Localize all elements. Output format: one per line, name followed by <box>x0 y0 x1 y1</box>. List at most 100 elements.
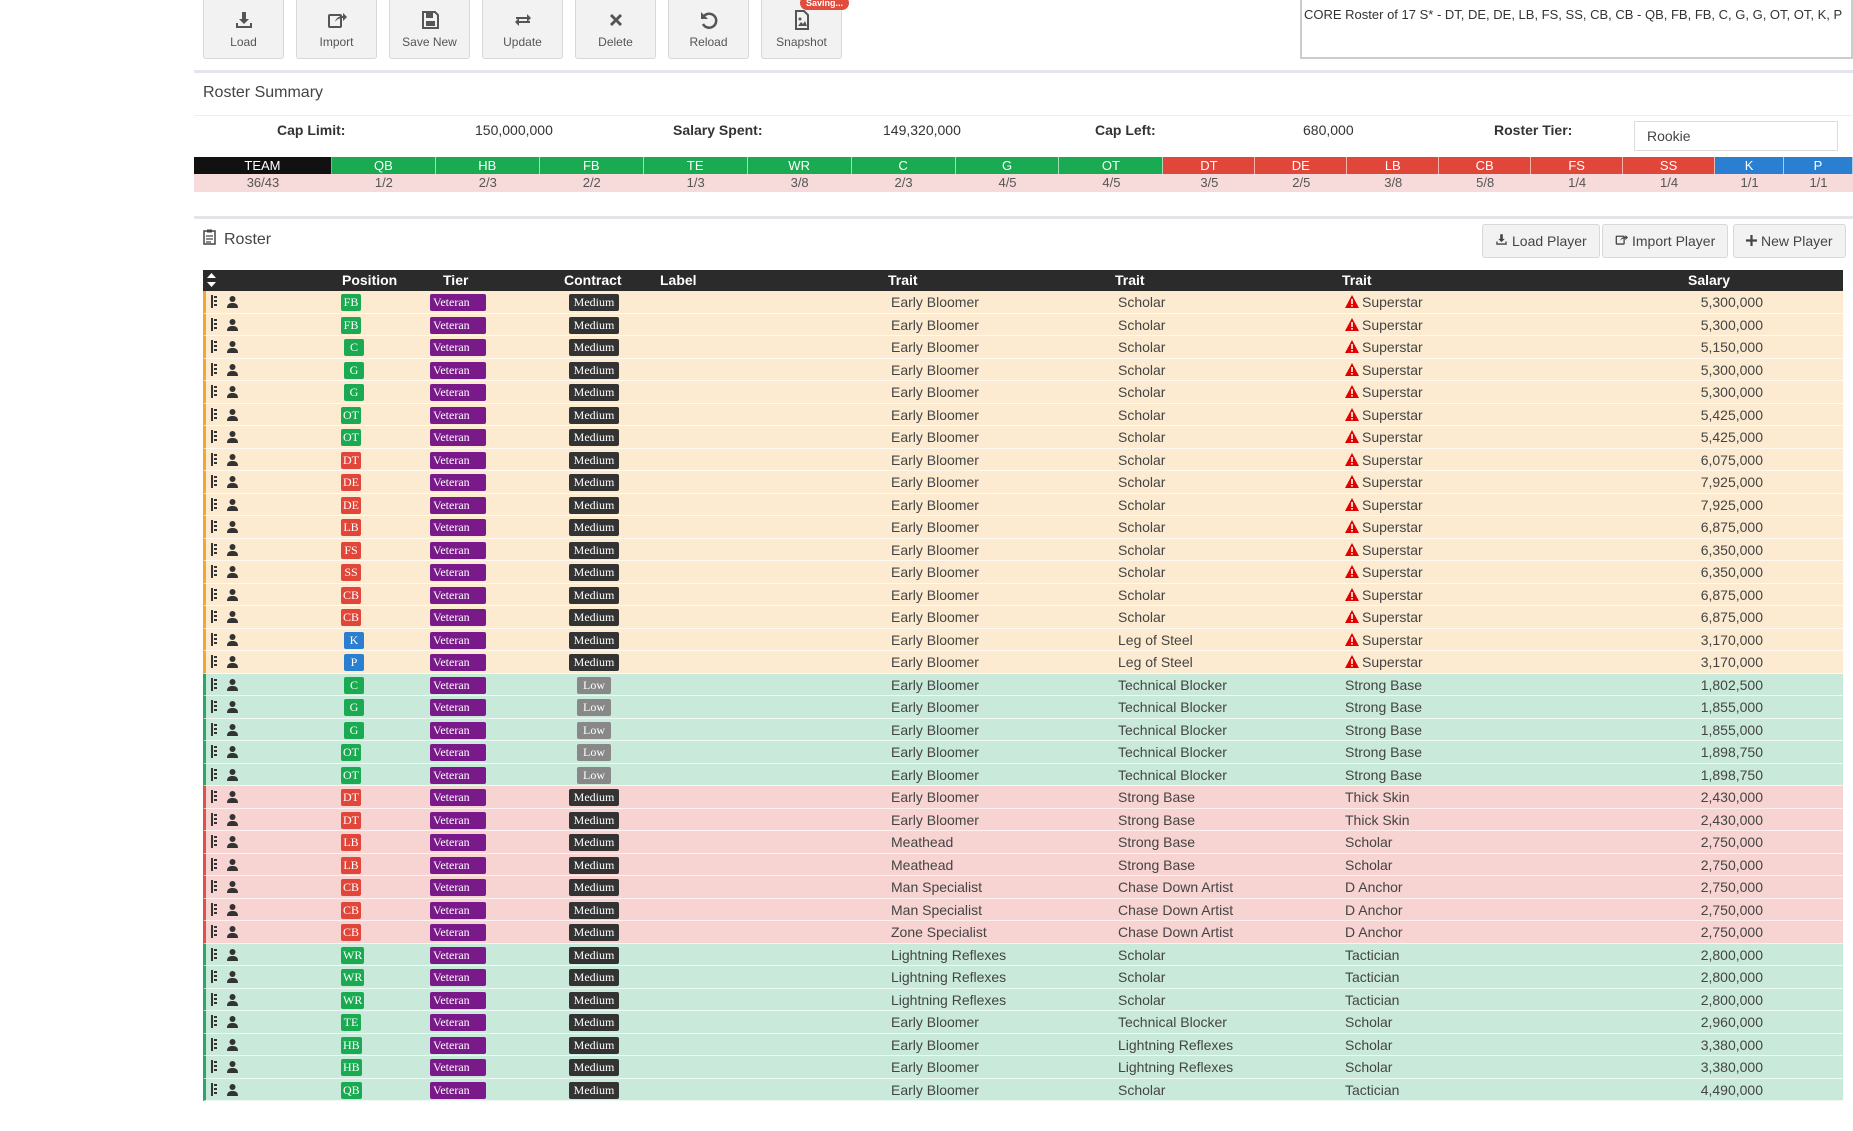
table-row[interactable]: LB Veteran Medium Early Bloomer Scholar Super… <box>203 516 1843 539</box>
person-icon[interactable] <box>227 318 238 331</box>
drag-handle-icon[interactable] <box>211 610 217 623</box>
col-tier[interactable]: Tier <box>443 272 469 288</box>
person-icon[interactable] <box>227 543 238 556</box>
table-row[interactable]: FB Veteran Medium Early Bloomer Scholar Super… <box>203 313 1843 336</box>
drag-handle-icon[interactable] <box>211 317 217 331</box>
drag-handle-icon[interactable] <box>211 700 217 713</box>
drag-handle-icon[interactable] <box>211 1037 217 1051</box>
person-icon[interactable] <box>227 588 238 601</box>
person-icon[interactable] <box>227 903 238 916</box>
table-row[interactable]: G Veteran Low Early Bloomer Technical Blocke… <box>203 696 1843 719</box>
person-icon[interactable] <box>227 723 238 736</box>
person-icon[interactable] <box>227 1083 238 1096</box>
table-row[interactable]: TE Veteran Medium Early Bloomer Technical Bl… <box>203 1011 1843 1034</box>
person-icon[interactable] <box>227 341 238 353</box>
load-player-button[interactable]: Load Player <box>1482 224 1600 258</box>
drag-handle-icon[interactable] <box>211 430 217 443</box>
drag-handle-icon[interactable] <box>211 497 217 511</box>
table-row[interactable]: G Veteran Medium Early Bloomer Scholar Supers… <box>203 358 1843 381</box>
snapshot-button[interactable]: Saving... Snapshot <box>761 0 849 59</box>
drag-handle-icon[interactable] <box>211 722 217 736</box>
person-icon[interactable] <box>227 813 238 826</box>
drag-handle-icon[interactable] <box>211 295 217 308</box>
reload-button[interactable]: Reload <box>668 0 749 59</box>
sort-icon[interactable] <box>207 273 216 290</box>
table-row[interactable]: C Veteran Low Early Bloomer Technical Blocke… <box>203 673 1843 696</box>
import-button[interactable]: Import <box>296 0 377 59</box>
table-row[interactable]: OT Veteran Low Early Bloomer Technical Block… <box>203 741 1843 764</box>
table-row[interactable]: CB Veteran Medium Early Bloomer Scholar Super… <box>203 583 1843 606</box>
table-row[interactable]: CB Veteran Medium Zone Specialist Chase Down… <box>203 921 1843 944</box>
roster-tier-select[interactable]: Rookie <box>1634 121 1838 151</box>
person-icon[interactable] <box>227 836 238 848</box>
drag-handle-icon[interactable] <box>211 542 217 556</box>
roster-description-textarea[interactable]: CORE Roster of 17 S* - DT, DE, DE, LB, F… <box>1300 0 1853 59</box>
drag-handle-icon[interactable] <box>211 970 217 983</box>
person-icon[interactable] <box>227 746 238 758</box>
new-player-button[interactable]: New Player <box>1733 224 1846 258</box>
drag-handle-icon[interactable] <box>211 880 217 893</box>
drag-handle-icon[interactable] <box>211 812 217 826</box>
table-row[interactable]: DT Veteran Medium Early Bloomer Strong Base T… <box>203 808 1843 831</box>
drag-handle-icon[interactable] <box>211 857 217 871</box>
drag-handle-icon[interactable] <box>211 1082 217 1096</box>
person-icon[interactable] <box>227 881 238 893</box>
drag-handle-icon[interactable] <box>211 385 217 398</box>
drag-handle-icon[interactable] <box>211 902 217 916</box>
person-icon[interactable] <box>227 431 238 443</box>
person-icon[interactable] <box>227 678 238 691</box>
table-row[interactable]: WR Veteran Medium Lightning Reflexes Scholar… <box>203 966 1843 989</box>
drag-handle-icon[interactable] <box>211 587 217 601</box>
table-row[interactable]: LB Veteran Medium Meathead Strong Base Schola… <box>203 853 1843 876</box>
drag-handle-icon[interactable] <box>211 835 217 848</box>
table-row[interactable]: FS Veteran Medium Early Bloomer Scholar Super… <box>203 538 1843 561</box>
drag-handle-icon[interactable] <box>211 632 217 646</box>
delete-button[interactable]: Delete <box>575 0 656 59</box>
col-trait-2[interactable]: Trait <box>1115 272 1145 288</box>
drag-handle-icon[interactable] <box>211 565 217 578</box>
drag-handle-icon[interactable] <box>211 475 217 488</box>
drag-handle-icon[interactable] <box>211 992 217 1006</box>
col-label[interactable]: Label <box>660 272 697 288</box>
person-icon[interactable] <box>227 858 238 871</box>
person-icon[interactable] <box>227 701 238 713</box>
table-row[interactable]: DT Veteran Medium Early Bloomer Scholar Super… <box>203 448 1843 471</box>
table-row[interactable]: WR Veteran Medium Lightning Reflexes Scholar… <box>203 943 1843 966</box>
drag-handle-icon[interactable] <box>211 520 217 533</box>
table-row[interactable]: K Veteran Medium Early Bloomer Leg of Steel S… <box>203 628 1843 651</box>
table-row[interactable]: HB Veteran Medium Early Bloomer Lightning Re… <box>203 1033 1843 1056</box>
person-icon[interactable] <box>227 948 238 961</box>
person-icon[interactable] <box>227 633 238 646</box>
person-icon[interactable] <box>227 611 238 623</box>
table-row[interactable]: DT Veteran Medium Early Bloomer Strong Base T… <box>203 786 1843 809</box>
table-row[interactable]: CB Veteran Medium Early Bloomer Scholar Super… <box>203 606 1843 629</box>
drag-handle-icon[interactable] <box>211 655 217 668</box>
table-row[interactable]: HB Veteran Medium Early Bloomer Lightning Re… <box>203 1056 1843 1079</box>
load-button[interactable]: Load <box>203 0 284 59</box>
save-new-button[interactable]: Save New <box>389 0 470 59</box>
table-row[interactable]: DE Veteran Medium Early Bloomer Scholar Super… <box>203 471 1843 494</box>
table-row[interactable]: CB Veteran Medium Man Specialist Chase Down … <box>203 898 1843 921</box>
person-icon[interactable] <box>227 1016 238 1028</box>
table-row[interactable]: OT Veteran Medium Early Bloomer Scholar Super… <box>203 403 1843 426</box>
table-row[interactable]: P Veteran Medium Early Bloomer Leg of Steel S… <box>203 651 1843 674</box>
drag-handle-icon[interactable] <box>211 745 217 758</box>
person-icon[interactable] <box>227 1038 238 1051</box>
person-icon[interactable] <box>227 1061 238 1073</box>
person-icon[interactable] <box>227 296 238 308</box>
col-contract[interactable]: Contract <box>564 272 622 288</box>
person-icon[interactable] <box>227 476 238 488</box>
table-row[interactable]: OT Veteran Medium Early Bloomer Scholar Super… <box>203 426 1843 449</box>
table-row[interactable]: SS Veteran Medium Early Bloomer Scholar Super… <box>203 561 1843 584</box>
person-icon[interactable] <box>227 386 238 398</box>
person-icon[interactable] <box>227 971 238 983</box>
drag-handle-icon[interactable] <box>211 340 217 353</box>
drag-handle-icon[interactable] <box>211 407 217 421</box>
table-row[interactable]: LB Veteran Medium Meathead Strong Base Schola… <box>203 831 1843 854</box>
col-trait-3[interactable]: Trait <box>1342 272 1372 288</box>
table-row[interactable]: OT Veteran Low Early Bloomer Technical Block… <box>203 763 1843 786</box>
drag-handle-icon[interactable] <box>211 947 217 961</box>
drag-handle-icon[interactable] <box>211 1060 217 1073</box>
person-icon[interactable] <box>227 363 238 376</box>
person-icon[interactable] <box>227 566 238 578</box>
